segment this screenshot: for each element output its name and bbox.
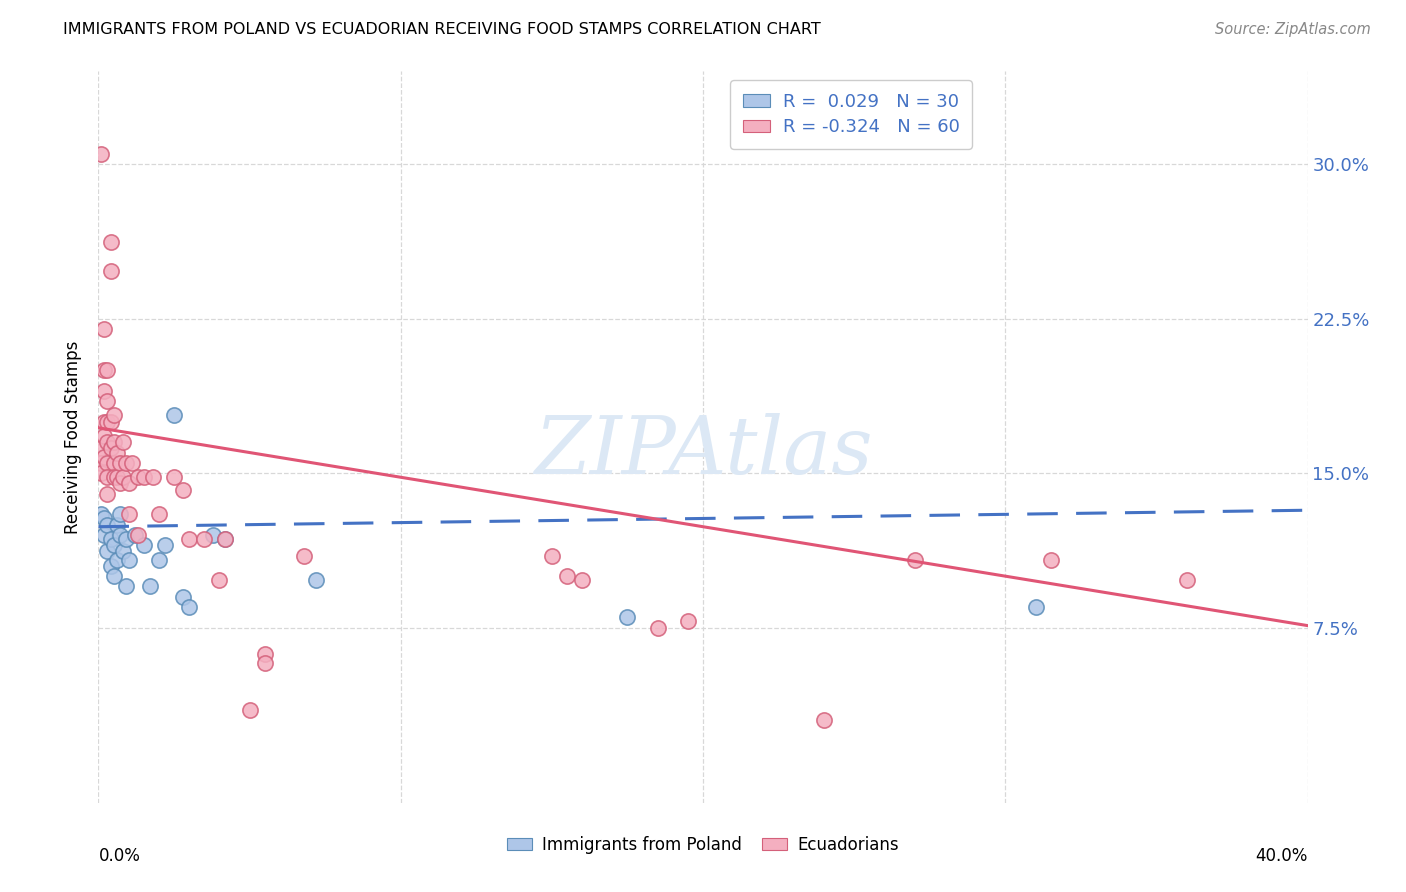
Point	[172, 483, 194, 497]
Point	[96, 394, 118, 409]
Point	[253, 656, 276, 670]
Text: IMMIGRANTS FROM POLAND VS ECUADORIAN RECEIVING FOOD STAMPS CORRELATION CHART: IMMIGRANTS FROM POLAND VS ECUADORIAN REC…	[63, 22, 821, 37]
Point	[93, 429, 115, 443]
Point	[100, 235, 122, 250]
Point	[179, 600, 201, 615]
Y-axis label: Receiving Food Stamps: Receiving Food Stamps	[65, 341, 83, 533]
Point	[96, 470, 118, 484]
Point	[114, 532, 136, 546]
Point	[93, 363, 115, 377]
Point	[108, 508, 131, 522]
Legend: Immigrants from Poland, Ecuadorians: Immigrants from Poland, Ecuadorians	[501, 829, 905, 860]
Point	[118, 508, 141, 522]
Point	[142, 470, 165, 484]
Point	[127, 528, 149, 542]
Point	[647, 621, 669, 635]
Point	[93, 384, 115, 398]
Point	[93, 511, 115, 525]
Point	[96, 544, 118, 558]
Point	[105, 517, 128, 532]
Point	[96, 415, 118, 429]
Point	[103, 456, 125, 470]
Point	[90, 456, 112, 470]
Point	[208, 574, 231, 588]
Point	[90, 508, 112, 522]
Point	[96, 517, 118, 532]
Point	[103, 569, 125, 583]
Point	[108, 528, 131, 542]
Point	[239, 703, 262, 717]
Point	[571, 574, 593, 588]
Point	[105, 552, 128, 566]
Point	[904, 552, 927, 566]
Point	[124, 528, 146, 542]
Point	[1039, 552, 1062, 566]
Point	[100, 532, 122, 546]
Text: Source: ZipAtlas.com: Source: ZipAtlas.com	[1215, 22, 1371, 37]
Point	[163, 470, 186, 484]
Point	[100, 415, 122, 429]
Point	[127, 470, 149, 484]
Point	[103, 470, 125, 484]
Point	[103, 409, 125, 423]
Point	[103, 538, 125, 552]
Point	[292, 549, 315, 563]
Point	[111, 435, 134, 450]
Point	[676, 615, 699, 629]
Point	[96, 456, 118, 470]
Point	[114, 579, 136, 593]
Point	[111, 470, 134, 484]
Point	[172, 590, 194, 604]
Point	[253, 648, 276, 662]
Point	[1024, 600, 1046, 615]
Point	[105, 470, 128, 484]
Point	[90, 466, 112, 480]
Point	[555, 569, 578, 583]
Point	[121, 456, 143, 470]
Point	[163, 409, 186, 423]
Point	[96, 363, 118, 377]
Point	[193, 532, 215, 546]
Point	[305, 574, 328, 588]
Point	[100, 442, 122, 456]
Point	[118, 552, 141, 566]
Point	[540, 549, 562, 563]
Point	[202, 528, 225, 542]
Point	[132, 470, 155, 484]
Point	[100, 558, 122, 573]
Point	[118, 476, 141, 491]
Point	[93, 415, 115, 429]
Point	[96, 435, 118, 450]
Point	[111, 544, 134, 558]
Point	[108, 476, 131, 491]
Point	[1175, 574, 1198, 588]
Point	[90, 442, 112, 456]
Point	[132, 538, 155, 552]
Point	[103, 435, 125, 450]
Point	[813, 714, 835, 728]
Point	[214, 532, 236, 546]
Point	[96, 487, 118, 501]
Point	[153, 538, 176, 552]
Point	[114, 456, 136, 470]
Point	[179, 532, 201, 546]
Text: ZIPAtlas: ZIPAtlas	[534, 413, 872, 491]
Point	[100, 264, 122, 278]
Point	[214, 532, 236, 546]
Point	[105, 445, 128, 459]
Point	[616, 610, 638, 624]
Text: 40.0%: 40.0%	[1256, 847, 1308, 864]
Point	[93, 322, 115, 336]
Point	[108, 456, 131, 470]
Point	[148, 508, 170, 522]
Point	[139, 579, 162, 593]
Point	[93, 528, 115, 542]
Text: 0.0%: 0.0%	[98, 847, 141, 864]
Point	[90, 146, 112, 161]
Point	[93, 450, 115, 464]
Point	[148, 552, 170, 566]
